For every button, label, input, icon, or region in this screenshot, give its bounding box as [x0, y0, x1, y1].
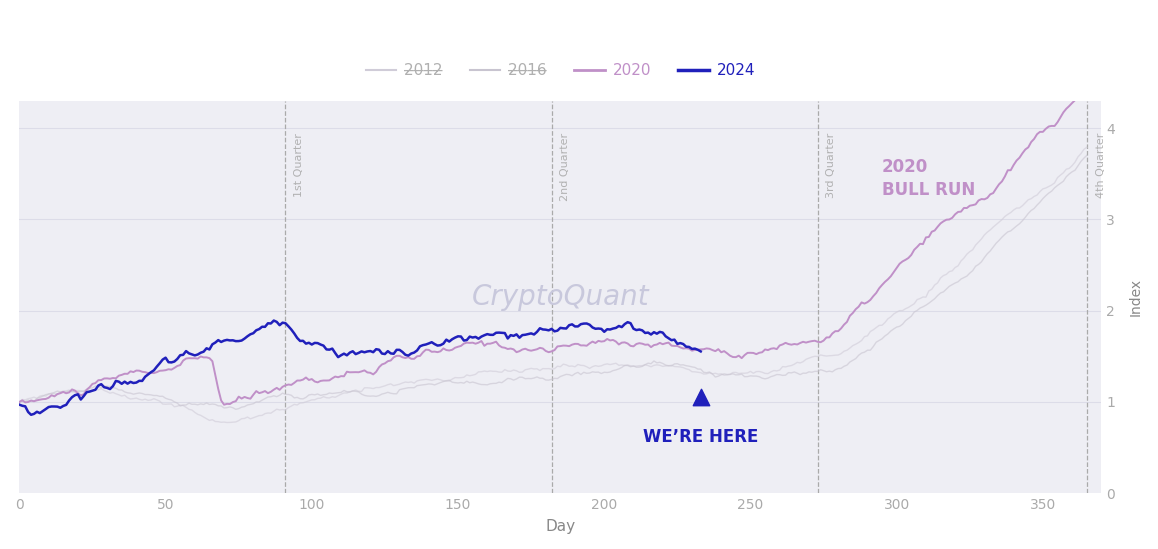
- Text: 4th Quarter: 4th Quarter: [1095, 133, 1106, 198]
- Legend: 2̶0̶1̶2̶, 2̶0̶1̶6̶, 2020, 2024: 2̶0̶1̶2̶, 2̶0̶1̶6̶, 2020, 2024: [360, 57, 761, 85]
- X-axis label: Day: Day: [545, 519, 576, 534]
- Text: CryptoQuant: CryptoQuant: [471, 283, 650, 311]
- Text: 2020
BULL RUN: 2020 BULL RUN: [882, 158, 975, 199]
- Y-axis label: Index: Index: [1129, 278, 1143, 316]
- Text: WE’RE HERE: WE’RE HERE: [643, 428, 758, 446]
- Point: [691, 393, 710, 402]
- Text: 3rd Quarter: 3rd Quarter: [827, 133, 836, 198]
- Text: 2nd Quarter: 2nd Quarter: [560, 133, 571, 201]
- Text: 1st Quarter: 1st Quarter: [294, 133, 305, 197]
